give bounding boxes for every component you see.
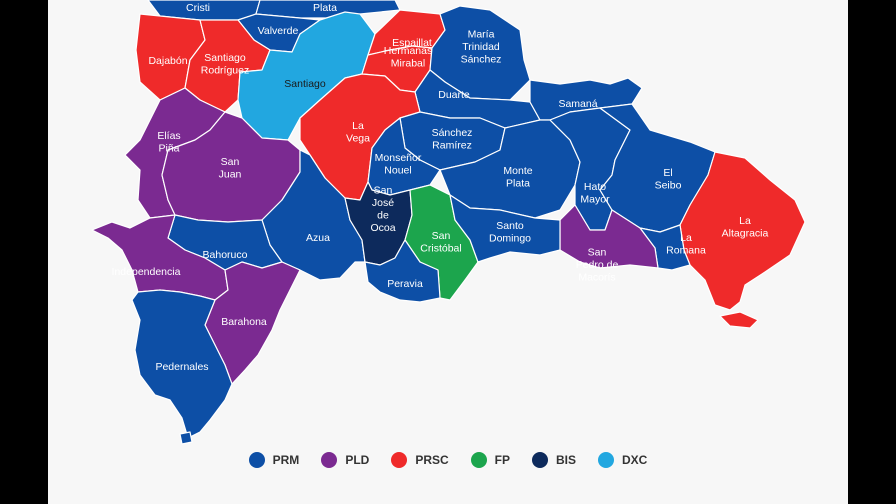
province-peravia[interactable] xyxy=(364,239,441,303)
province-label-la-vega: La Vega xyxy=(346,120,370,145)
legend-label-prm: PRM xyxy=(272,453,300,467)
province-label-bahoruco: Bahoruco xyxy=(203,249,248,261)
legend-swatch-bis xyxy=(532,452,548,468)
province-label-san-cristobal: San Cristóbal xyxy=(420,230,461,255)
legend-item-pld: PLD xyxy=(321,452,369,468)
province-la-altagracia[interactable] xyxy=(679,151,806,311)
province-label-plata: Plata xyxy=(313,2,337,14)
province-label-duarte: Duarte xyxy=(438,89,470,101)
legend-label-pld: PLD xyxy=(345,453,370,467)
province-label-cristi: Cristi xyxy=(186,2,210,14)
province-santo-domingo[interactable] xyxy=(449,194,561,263)
province-label-azua: Azua xyxy=(306,232,330,244)
province-la-altagracia-island[interactable] xyxy=(719,311,759,329)
province-label-el-seibo: El Seibo xyxy=(655,167,682,192)
legend-item-dxc: DXC xyxy=(598,452,647,468)
province-label-san-juan: San Juan xyxy=(219,156,242,181)
province-label-hermanas-mirabal: Hermanas Mirabal xyxy=(384,45,432,70)
legend-swatch-pld xyxy=(321,452,338,468)
legend: PRM PLD PRSC FP BIS DXC xyxy=(0,452,896,468)
province-map: Cristi Plata Valverde Dajabón Santiago Rodríg… xyxy=(91,0,806,445)
province-label-hato-mayor: Hato Mayor xyxy=(580,181,610,206)
map-frame: Cristi Plata Valverde Dajabón Santiago Rodríg… xyxy=(48,0,848,504)
province-label-monsenor-nouel: Monseñor Nouel xyxy=(375,152,422,177)
legend-item-prsc: PRSC xyxy=(391,452,449,468)
province-label-santo-domingo: Santo Domingo xyxy=(489,220,531,245)
province-label-la-altagracia: La Altagracia xyxy=(722,215,769,240)
legend-item-bis: BIS xyxy=(532,452,576,468)
province-label-espaillat: Espaillat xyxy=(392,37,432,49)
province-label-monte-plata: Monte Plata xyxy=(503,165,532,190)
legend-swatch-prm xyxy=(248,452,265,468)
province-label-san-pedro-de-macoris: San Pedro de Macorís xyxy=(576,247,619,284)
legend-item-fp: FP xyxy=(470,452,510,468)
province-label-independencia: Independencia xyxy=(112,266,181,278)
province-label-pedernales: Pedernales xyxy=(155,361,208,373)
province-label-valverde: Valverde xyxy=(258,25,299,37)
province-label-samana: Samaná xyxy=(558,98,597,110)
province-label-santiago-rodriguez: Santiago Rodríguez xyxy=(201,52,249,77)
province-label-maria-trinidad-sanchez: María Trinidad Sánchez xyxy=(461,29,502,66)
province-label-la-romana: La Romana xyxy=(666,232,706,257)
province-pedernales[interactable] xyxy=(131,289,233,439)
legend-swatch-dxc xyxy=(598,452,615,468)
legend-label-prsc: PRSC xyxy=(415,453,449,467)
province-azua[interactable] xyxy=(261,149,366,281)
province-pedernales-island[interactable] xyxy=(179,431,193,445)
legend-label-fp: FP xyxy=(494,453,510,467)
province-label-santiago: Santiago xyxy=(284,78,326,90)
province-label-sanchez-ramirez: Sánchez Ramírez xyxy=(432,127,473,152)
province-label-elias-pina: Elías Piña xyxy=(157,130,180,155)
legend-item-prm: PRM xyxy=(248,452,300,468)
legend-label-dxc: DXC xyxy=(622,453,648,467)
legend-swatch-prsc xyxy=(391,452,408,468)
province-label-barahona: Barahona xyxy=(221,316,267,328)
province-label-dajabon: Dajabón xyxy=(148,55,187,67)
province-label-peravia: Peravia xyxy=(387,278,423,290)
legend-label-bis: BIS xyxy=(556,453,577,467)
legend-swatch-fp xyxy=(470,452,487,468)
province-label-san-jose-de-ocoa: San José de Ocoa xyxy=(370,184,395,234)
